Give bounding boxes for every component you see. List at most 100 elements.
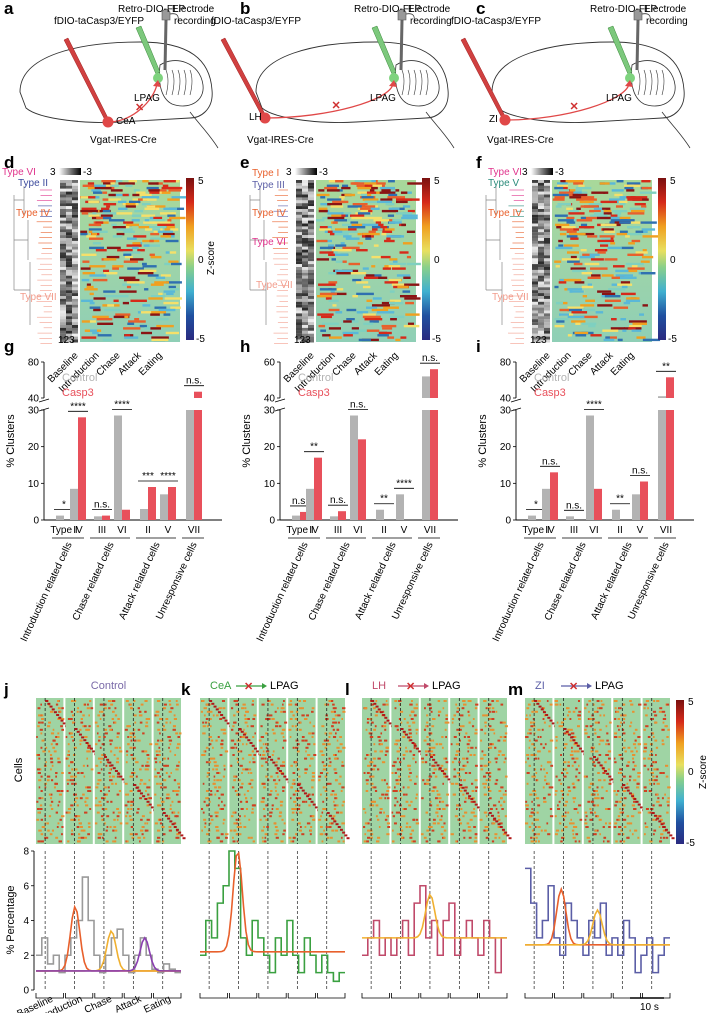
raster-spike — [125, 750, 129, 753]
psth-y-tick-label: 2 — [23, 951, 29, 962]
raster-spike — [224, 750, 229, 753]
raster-spike — [292, 779, 296, 782]
raster-spike — [643, 757, 646, 760]
heatmap-cell — [559, 232, 567, 236]
baseline-cell — [66, 206, 72, 210]
raster-spike — [554, 790, 558, 792]
raster-spike — [399, 826, 403, 828]
raster-spike — [578, 772, 581, 774]
raster-spike — [481, 768, 484, 771]
heatmap-cell — [578, 184, 585, 187]
raster-spike — [162, 833, 166, 836]
raster-spike — [216, 714, 219, 717]
raster-spike — [222, 732, 225, 735]
raster-spike — [235, 703, 239, 706]
baseline-strips — [532, 180, 550, 343]
raster-spike — [65, 736, 68, 738]
baseline-cell — [72, 281, 78, 285]
raster-spike — [474, 836, 478, 839]
heatmap-cell — [601, 207, 611, 210]
raster-spike — [342, 800, 345, 803]
heatmap-cell — [397, 285, 409, 289]
baseline-cell — [296, 272, 302, 276]
raster-spike — [281, 786, 286, 789]
raster-spike — [218, 772, 221, 774]
baseline-cell — [532, 235, 538, 239]
raster-spike — [275, 725, 279, 728]
raster-spike — [53, 750, 57, 753]
heatmap-cell — [88, 196, 97, 199]
baseline-cell — [296, 325, 302, 328]
sequence-spike — [371, 700, 375, 702]
raster-spike — [367, 829, 370, 832]
raster-spike — [262, 754, 266, 756]
baseline-cell — [544, 310, 550, 314]
heatmap-cell — [580, 198, 597, 201]
colorbar-max: 5 — [198, 176, 204, 187]
raster-spike — [116, 775, 121, 778]
heatmap-cell — [620, 318, 627, 321]
raster-spike — [247, 836, 251, 839]
raster-spike — [526, 782, 529, 785]
raster-spike — [491, 707, 495, 710]
raster-spike — [116, 818, 119, 821]
raster-spike — [415, 822, 420, 825]
raster-spike — [394, 707, 397, 710]
raster-spike — [621, 811, 625, 814]
raster-spike — [242, 703, 246, 706]
sequence-spike — [572, 739, 576, 742]
raster-spike — [275, 721, 278, 724]
heatmap-cell — [352, 182, 365, 185]
sequence-spike — [470, 798, 474, 800]
raster-spike — [530, 754, 534, 756]
raster-spike — [454, 775, 457, 778]
raster-spike — [632, 761, 635, 764]
cluster-type-label: Type IV — [488, 208, 522, 219]
raster-spike — [100, 797, 105, 800]
raster-spike — [456, 772, 460, 774]
raster-spike — [225, 833, 229, 836]
raster-spike — [236, 761, 239, 764]
raster-spike — [559, 703, 562, 706]
heatmap-cell — [629, 207, 646, 210]
raster-spike — [75, 797, 79, 800]
raster-spike — [82, 793, 85, 796]
heatmap-cell — [170, 288, 180, 291]
heatmap-cell — [329, 232, 335, 236]
sequence-spike — [217, 711, 221, 714]
raster-spike — [289, 736, 292, 738]
raster-spike — [502, 721, 506, 724]
raster-spike — [324, 746, 327, 749]
heatmap-cell — [565, 189, 576, 192]
raster-spike — [311, 779, 315, 782]
baseline-cell — [72, 185, 78, 189]
baseline-cell — [296, 267, 302, 270]
baseline-cell — [544, 304, 550, 308]
raster-spike — [282, 761, 285, 764]
raster-spike — [230, 707, 234, 710]
raster-spike — [468, 772, 472, 774]
raster-spike — [622, 804, 626, 807]
heatmap-cell — [89, 237, 104, 240]
raster-spike — [374, 790, 378, 792]
raster-spike — [542, 786, 545, 789]
cluster-type-label: Type VI — [252, 237, 286, 248]
raster-spike — [369, 775, 371, 778]
raster-spike — [328, 757, 331, 760]
colorbar-max: 5 — [434, 176, 440, 187]
heatmap-cell — [137, 272, 154, 275]
raster-spike — [532, 721, 536, 724]
raster-spike — [324, 833, 328, 836]
baseline-cell — [72, 238, 78, 241]
baseline-cell — [72, 182, 78, 186]
raster-spike — [176, 764, 180, 767]
raster-spike — [563, 718, 567, 720]
raster-spike — [159, 718, 163, 720]
raster-spike — [603, 836, 607, 839]
raster-y-label: Cells — [13, 757, 25, 782]
raster-spike — [87, 822, 91, 825]
heatmap-cell — [611, 276, 625, 279]
raster-spike — [239, 826, 243, 828]
raster-spike — [592, 703, 595, 706]
raster-spike — [304, 772, 307, 774]
